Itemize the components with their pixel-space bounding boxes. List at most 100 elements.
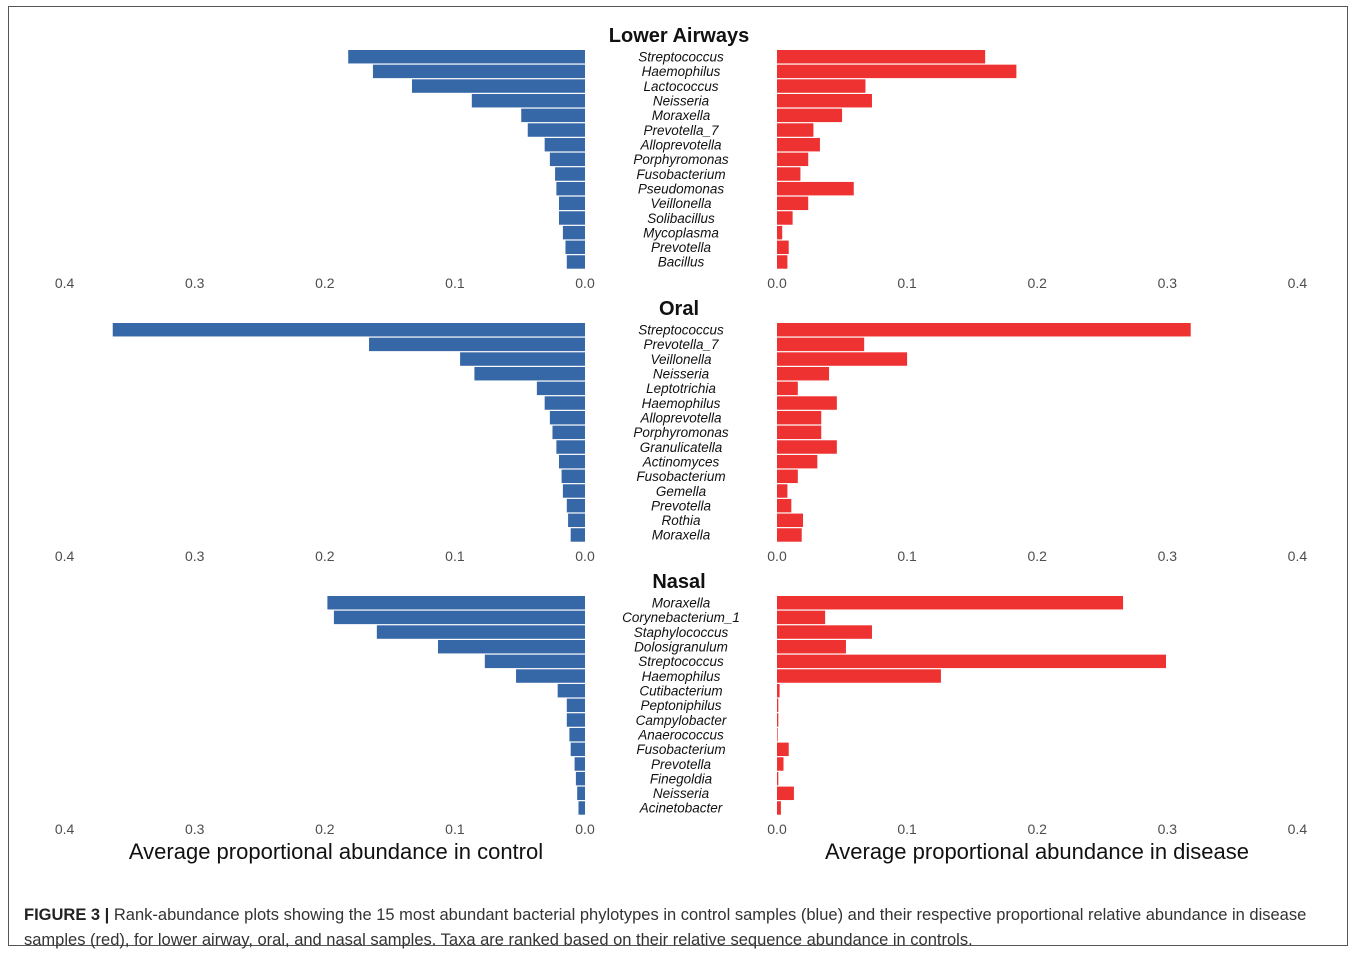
control-bar: [562, 484, 585, 498]
control-bar: [327, 596, 585, 610]
taxon-label: Dolosigranulum: [634, 639, 728, 654]
control-bar: [549, 152, 585, 167]
taxon-label: Moraxella: [652, 528, 711, 543]
taxon-label: Acinetobacter: [639, 801, 723, 816]
disease-bar: [777, 366, 830, 381]
disease-bar: [777, 196, 809, 211]
control-bar: [484, 654, 585, 669]
taxon-label: Veillonella: [650, 196, 712, 211]
taxon-label: Haemophilus: [642, 669, 721, 684]
taxon-label: Moraxella: [652, 108, 711, 123]
control-bar: [562, 225, 585, 240]
disease-bar: [777, 469, 798, 484]
control-bar: [570, 528, 585, 542]
taxon-label: Streptococcus: [638, 50, 724, 65]
tick-label: 0.0: [575, 548, 595, 564]
control-bar: [521, 108, 585, 123]
control-bar: [574, 757, 585, 771]
control-bar: [558, 454, 585, 469]
disease-bar: [777, 211, 793, 225]
tick-label: 0.0: [575, 275, 595, 291]
taxon-label: Alloprevotella: [639, 137, 722, 152]
disease-bar: [777, 596, 1124, 610]
tick-label: 0.0: [767, 548, 787, 564]
taxon-label: Prevotella: [651, 757, 712, 772]
tick-label: 0.3: [1158, 548, 1178, 564]
panel-title: Oral: [659, 298, 699, 320]
disease-bar: [777, 683, 780, 698]
tick-label: 0.4: [55, 821, 75, 837]
tick-label: 0.1: [897, 275, 917, 291]
control-bar: [570, 742, 585, 757]
disease-bar: [777, 625, 872, 639]
taxon-label: Finegoldia: [650, 771, 713, 786]
disease-bar: [777, 79, 866, 93]
disease-bar: [777, 484, 788, 498]
taxon-label: Neisseria: [653, 786, 710, 801]
control-bar: [516, 669, 585, 683]
control-bar: [569, 727, 585, 742]
tick-label: 0.4: [1288, 821, 1308, 837]
taxon-label: Streptococcus: [638, 323, 724, 338]
taxon-label: Campylobacter: [636, 713, 727, 728]
taxon-label: Rothia: [661, 513, 701, 528]
tick-label: 0.1: [897, 548, 917, 564]
taxon-label: Haemophilus: [642, 396, 721, 411]
tick-label: 0.2: [1027, 821, 1047, 837]
disease-bar: [777, 639, 846, 654]
disease-bar: [777, 181, 854, 196]
taxon-label: Corynebacterium_1: [622, 610, 740, 625]
disease-bar: [777, 50, 986, 64]
disease-bar: [777, 167, 801, 181]
control-bar: [369, 337, 585, 352]
disease-bar: [777, 337, 865, 352]
control-bar: [112, 323, 585, 337]
figure-frame: [8, 6, 1348, 946]
disease-bar: [777, 771, 779, 786]
disease-bar: [777, 440, 837, 454]
control-bar: [544, 137, 585, 152]
disease-bar: [777, 93, 872, 108]
taxon-label: Porphyromonas: [633, 425, 729, 440]
control-bar: [527, 123, 585, 137]
control-bar: [566, 698, 585, 713]
taxon-label: Leptotrichia: [646, 381, 716, 396]
taxon-label: Neisseria: [653, 366, 710, 381]
disease-bar: [777, 381, 798, 396]
taxon-label: Actinomyces: [642, 454, 720, 469]
tick-label: 0.1: [445, 821, 465, 837]
disease-bar: [777, 786, 794, 801]
control-bar: [544, 396, 585, 410]
x-axis-label-disease: Average proportional abundance in diseas…: [825, 839, 1249, 864]
disease-bar: [777, 137, 820, 152]
taxon-label: Prevotella_7: [643, 123, 719, 138]
disease-bar: [777, 123, 814, 137]
control-bar: [561, 469, 585, 484]
control-bar: [558, 211, 585, 225]
tick-label: 0.0: [767, 275, 787, 291]
control-bar: [568, 513, 585, 528]
disease-bar: [777, 654, 1166, 669]
taxon-label: Staphylococcus: [634, 625, 729, 640]
taxon-label: Prevotella: [651, 240, 712, 255]
taxon-label: Lactococcus: [643, 79, 718, 94]
tick-label: 0.3: [185, 275, 205, 291]
tick-label: 0.1: [445, 548, 465, 564]
control-bar: [411, 79, 585, 93]
control-bar: [558, 196, 585, 211]
tick-label: 0.0: [575, 821, 595, 837]
disease-bar: [777, 352, 908, 366]
tick-label: 0.2: [315, 821, 335, 837]
disease-bar: [777, 669, 941, 683]
tick-label: 0.2: [315, 275, 335, 291]
tick-label: 0.3: [185, 821, 205, 837]
taxon-label: Solibacillus: [647, 211, 715, 226]
taxon-label: Gemella: [656, 484, 707, 499]
disease-bar: [777, 498, 792, 513]
taxon-label: Cutibacterium: [639, 683, 722, 698]
control-bar: [566, 498, 585, 513]
disease-bar: [777, 454, 818, 469]
control-bar: [536, 381, 585, 396]
taxon-label: Granulicatella: [640, 440, 723, 455]
taxon-label: Peptoniphilus: [640, 698, 721, 713]
